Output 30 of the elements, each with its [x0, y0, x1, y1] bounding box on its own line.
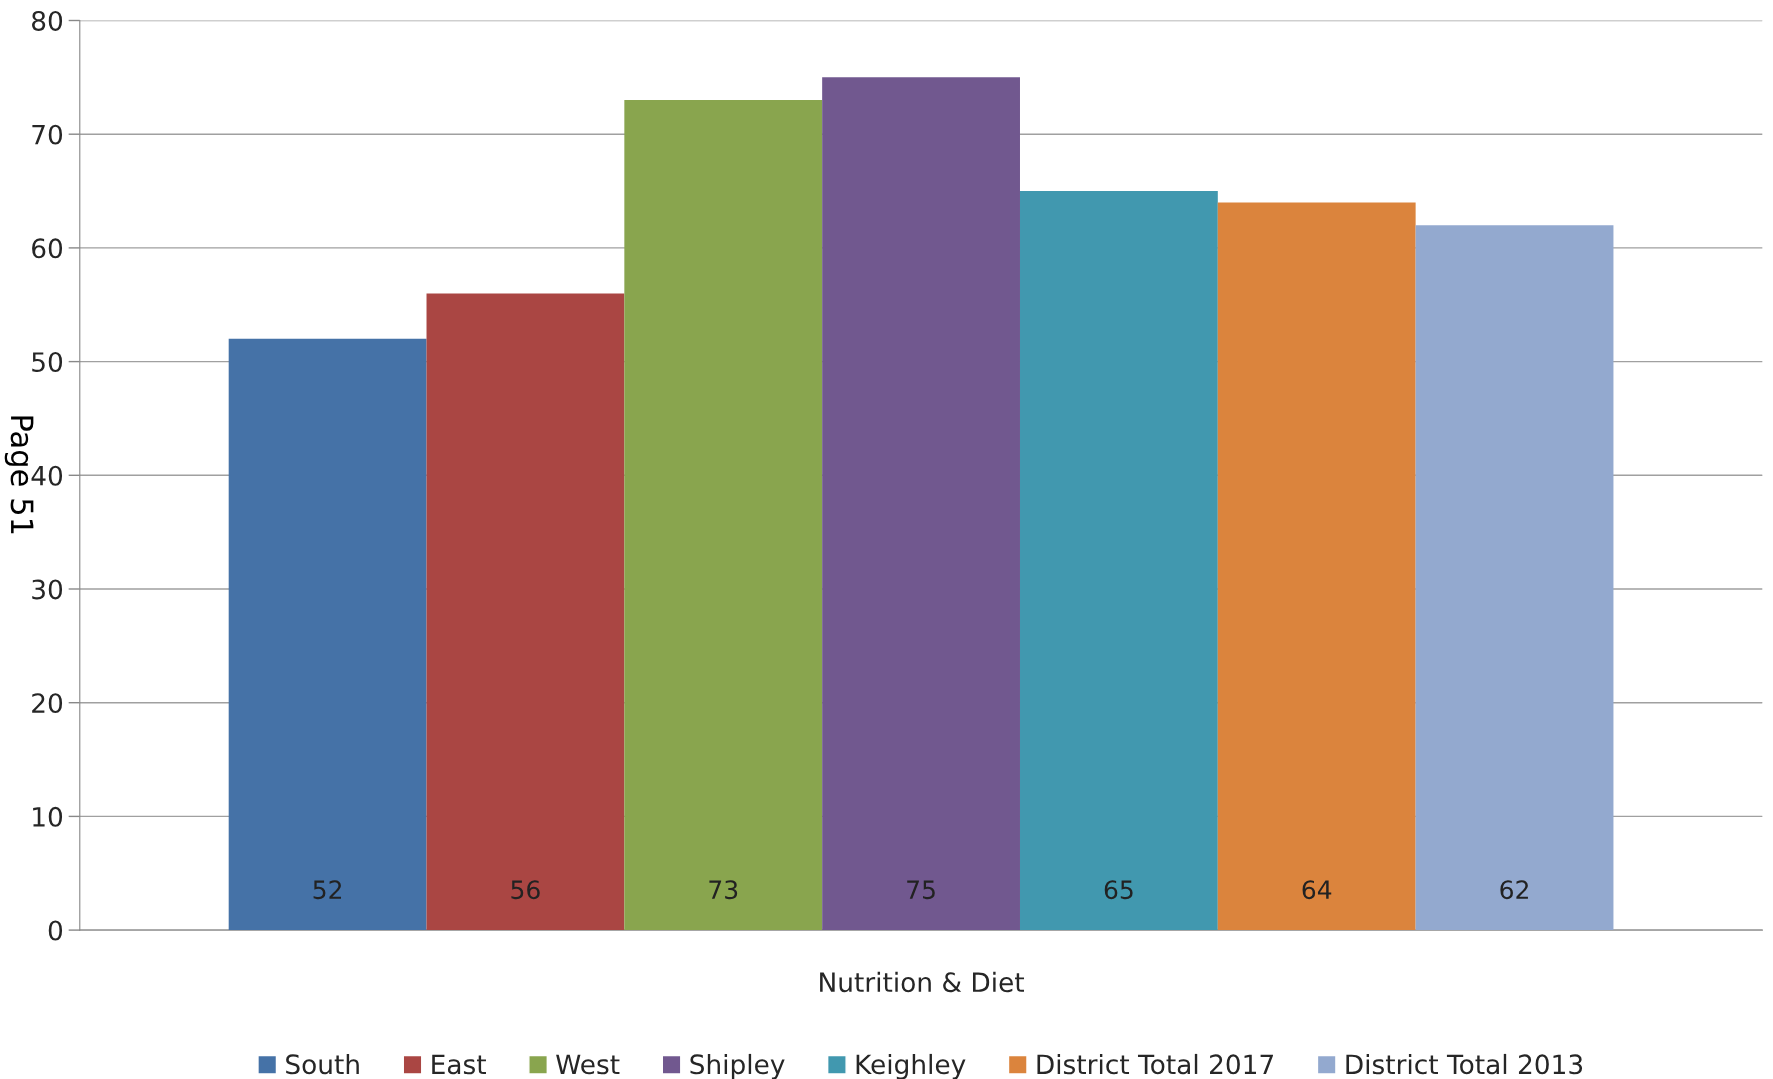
data-label: 65 [1104, 880, 1133, 900]
bar [822, 77, 1020, 931]
data-label: 73 [709, 880, 738, 900]
data-label: 56 [511, 880, 540, 900]
data-label: 64 [1302, 880, 1332, 900]
y-tick-label: 20 [32, 693, 63, 714]
y-tick-label: 10 [33, 806, 63, 827]
y-tick-label: 80 [32, 10, 63, 31]
legend-label: South [286, 1053, 359, 1075]
legend-label: Shipley [690, 1053, 785, 1079]
legend-label: East [432, 1054, 486, 1075]
bar [1217, 202, 1416, 931]
data-label: 62 [1500, 880, 1528, 900]
data-label: 52 [313, 880, 342, 900]
legend-label: District Total 2013 [1346, 1053, 1583, 1075]
x-tick-label: Nutrition & Diet [820, 971, 1025, 993]
legend-label: District Total 2017 [1037, 1053, 1273, 1075]
y-tick-label: 50 [32, 352, 63, 372]
bar [1415, 225, 1614, 931]
legend-label: Keighley [856, 1053, 966, 1079]
legend-label: West [556, 1054, 620, 1075]
y-tick-label: 30 [32, 579, 63, 600]
data-label: 75 [907, 880, 935, 900]
y-tick-label: 60 [32, 238, 63, 259]
bar [624, 100, 823, 931]
bar [1019, 191, 1218, 931]
y-tick-label: 70 [32, 124, 63, 145]
bar [228, 338, 427, 931]
y-tick-label: 0 [48, 920, 63, 941]
bar [426, 293, 625, 931]
